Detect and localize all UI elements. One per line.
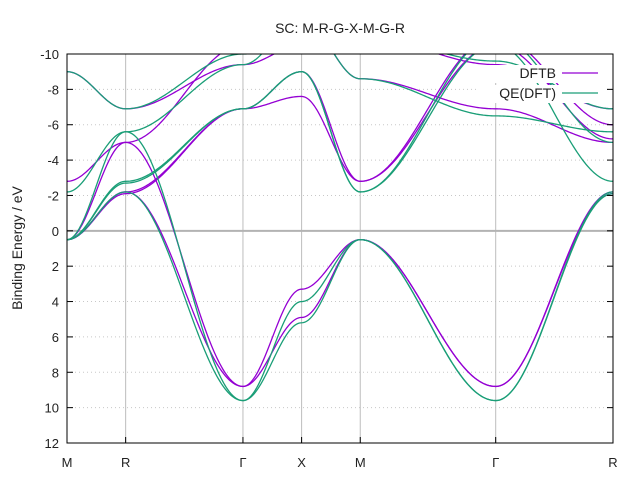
chart-title: SC: M-R-G-X-M-G-R xyxy=(275,20,405,36)
y-axis-ticks: -10 -8 -6 -4 -2 0 2 4 6 8 10 12 xyxy=(40,47,613,451)
x-tick-label: M xyxy=(62,455,73,470)
y-tick-label: -4 xyxy=(47,153,59,168)
x-tick-label: Γ xyxy=(492,455,499,470)
legend-background xyxy=(476,85,606,103)
bands xyxy=(67,54,613,402)
y-tick-label: 12 xyxy=(45,436,59,451)
y-axis-label: Binding Energy / eV xyxy=(9,185,25,309)
legend-label: QE(DFT) xyxy=(499,85,556,101)
y-tick-label: 0 xyxy=(52,224,59,239)
x-tick-label: X xyxy=(297,455,306,470)
y-tick-label: -2 xyxy=(47,188,59,203)
x-tick-label: R xyxy=(121,455,130,470)
legend: DFTB QE(DFT) xyxy=(476,65,606,103)
band-line-qedft-3 xyxy=(67,191,613,402)
y-tick-label: 6 xyxy=(52,330,59,345)
band-line-dftb-2 xyxy=(67,141,613,388)
x-tick-label: R xyxy=(608,455,617,470)
x-tick-label: M xyxy=(355,455,366,470)
legend-background xyxy=(476,65,606,83)
plot-frame xyxy=(66,53,614,444)
grid xyxy=(67,54,613,443)
y-tick-label: 8 xyxy=(52,365,59,380)
y-tick-label: 4 xyxy=(52,295,59,310)
y-tick-label: -10 xyxy=(40,47,59,62)
y-tick-label: 2 xyxy=(52,259,59,274)
y-tick-label: 10 xyxy=(45,401,59,416)
band-line-qedft-4 xyxy=(67,54,613,193)
legend-label: DFTB xyxy=(519,65,556,81)
y-tick-label: -6 xyxy=(47,118,59,133)
x-tick-label: Γ xyxy=(239,455,246,470)
band-line-qedft-1 xyxy=(67,54,613,241)
y-tick-label: -8 xyxy=(47,82,59,97)
